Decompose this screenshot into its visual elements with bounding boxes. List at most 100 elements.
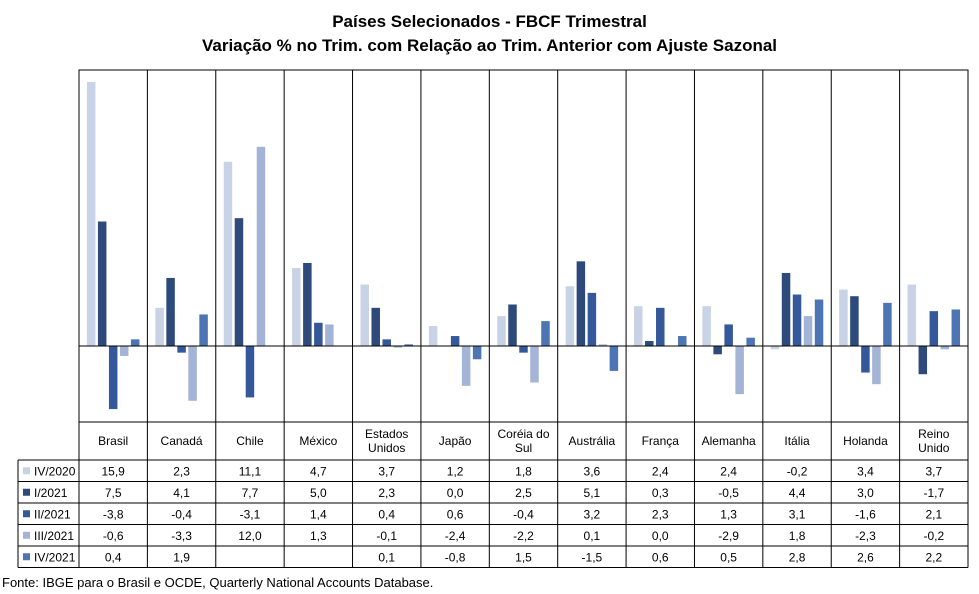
table-value: -2,9 xyxy=(718,529,739,543)
table-value: 2,8 xyxy=(789,550,806,564)
category-label: Coréia do Sul xyxy=(497,427,549,455)
bar-II-2021-3 xyxy=(314,322,323,346)
bar-IV-2020-6 xyxy=(497,316,506,346)
table-value: 7,7 xyxy=(242,486,259,500)
table-value: 3,0 xyxy=(857,486,874,500)
table-value: 0,1 xyxy=(378,550,395,564)
category-label-line: Coréia do xyxy=(497,427,549,441)
table-value: -0,2 xyxy=(787,464,808,478)
bar-IV-2021-12 xyxy=(951,309,961,346)
category-label-line: Brasil xyxy=(98,434,128,448)
bar-IV-2020-12 xyxy=(907,284,917,346)
bar-I-2021-6 xyxy=(508,304,517,346)
table-value: 5,0 xyxy=(310,486,327,500)
table-value: -0,8 xyxy=(445,550,466,564)
table-value: 2,2 xyxy=(925,550,942,564)
bar-II-2021-11 xyxy=(861,346,870,373)
category-label: Brasil xyxy=(98,434,128,448)
legend-label: IV/2021 xyxy=(34,550,76,564)
category-label-line: Unido xyxy=(918,441,950,455)
table-value: 2,4 xyxy=(720,464,737,478)
table-value: 3,7 xyxy=(925,464,942,478)
bar-IV-2020-3 xyxy=(292,267,301,346)
bar-II-2021-5 xyxy=(450,336,460,346)
bar-II-2021-0 xyxy=(108,346,118,410)
bar-I-2021-12 xyxy=(918,346,928,375)
category-label-line: Japão xyxy=(439,434,472,448)
category-label-line: Holanda xyxy=(843,434,888,448)
table-value: -1,7 xyxy=(923,486,944,500)
category-label-line: Austrália xyxy=(569,434,616,448)
table-value: 3,7 xyxy=(378,464,395,478)
table-value: -3,8 xyxy=(103,507,124,521)
category-label: Japão xyxy=(439,434,472,448)
bar-IV-2021-5 xyxy=(472,346,482,360)
legend-swatch-I-2021 xyxy=(23,488,30,496)
table-value: -0,4 xyxy=(513,507,534,521)
bar-I-2021-9 xyxy=(713,346,722,355)
bar-IV-2020-7 xyxy=(565,286,575,346)
table-value: 1,5 xyxy=(515,550,532,564)
table-value: 3,2 xyxy=(584,507,601,521)
table-value: -2,2 xyxy=(513,529,534,543)
bar-III-2021-6 xyxy=(530,346,539,383)
bar-III-2021-1 xyxy=(188,346,197,401)
bar-II-2021-6 xyxy=(519,346,528,353)
table-value: 4,7 xyxy=(310,464,327,478)
legend-label: IV/2020 xyxy=(34,464,76,478)
chart-area: Brasil Canadá Chile México Estados Unidos Japã… xyxy=(17,69,969,568)
category-label-line: Itália xyxy=(784,434,810,448)
table-value: 12,0 xyxy=(238,529,262,543)
bar-III-2021-3 xyxy=(325,324,334,346)
bar-II-2021-7 xyxy=(587,292,597,346)
table-value: 0,6 xyxy=(652,550,669,564)
table-value: 4,1 xyxy=(173,486,190,500)
category-label: Reino Unido xyxy=(918,427,950,455)
table-value: 3,1 xyxy=(789,507,806,521)
category-label: França xyxy=(642,434,680,448)
table-value: 1,2 xyxy=(447,464,464,478)
legend-label: I/2021 xyxy=(34,486,68,500)
table-value: 1,3 xyxy=(310,529,327,543)
category-label: Itália xyxy=(784,434,810,448)
category-label: México xyxy=(299,434,337,448)
category-label: Holanda xyxy=(843,434,888,448)
bar-I-2021-4 xyxy=(371,307,380,346)
table-value: 1,4 xyxy=(310,507,327,521)
category-label-line: Reino xyxy=(918,427,950,441)
bar-IV-2020-11 xyxy=(839,289,848,346)
bar-II-2021-12 xyxy=(929,311,939,346)
table-value: 2,1 xyxy=(925,507,942,521)
bar-IV-2020-1 xyxy=(155,307,164,346)
bar-IV-2021-4 xyxy=(404,344,413,346)
bar-III-2021-7 xyxy=(598,344,608,346)
bar-I-2021-7 xyxy=(576,261,586,346)
bar-I-2021-1 xyxy=(166,277,175,346)
category-label: Canadá xyxy=(161,434,203,448)
category-label-line: França xyxy=(642,434,680,448)
bar-IV-2020-4 xyxy=(360,284,369,346)
bar-IV-2021-11 xyxy=(883,302,892,346)
table-value: 4,4 xyxy=(789,486,806,500)
plot-frame xyxy=(78,69,969,423)
legend-swatch-IV-2021 xyxy=(23,553,30,561)
bar-II-2021-9 xyxy=(724,324,733,346)
bar-III-2021-11 xyxy=(872,346,881,385)
table-value: 0,5 xyxy=(720,550,737,564)
chart-title: Países Selecionados - FBCF Trimestral xyxy=(332,12,647,31)
bar-IV-2021-6 xyxy=(541,321,550,346)
bar-IV-2021-9 xyxy=(746,337,755,346)
table-value: 0,6 xyxy=(447,507,464,521)
bar-IV-2020-0 xyxy=(86,82,96,346)
table-value: -0,4 xyxy=(171,507,192,521)
bar-III-2021-12 xyxy=(940,346,950,350)
category-label-line: Alemanha xyxy=(702,434,756,448)
table-value: 2,3 xyxy=(173,464,190,478)
table-value: 0,4 xyxy=(378,507,395,521)
table-value: 0,0 xyxy=(447,486,464,500)
table-value: -2,4 xyxy=(445,529,466,543)
category-label-line: Estados xyxy=(365,427,408,441)
bar-II-2021-8 xyxy=(656,307,665,346)
category-label-line: Canadá xyxy=(161,434,203,448)
bar-IV-2020-5 xyxy=(428,326,438,346)
